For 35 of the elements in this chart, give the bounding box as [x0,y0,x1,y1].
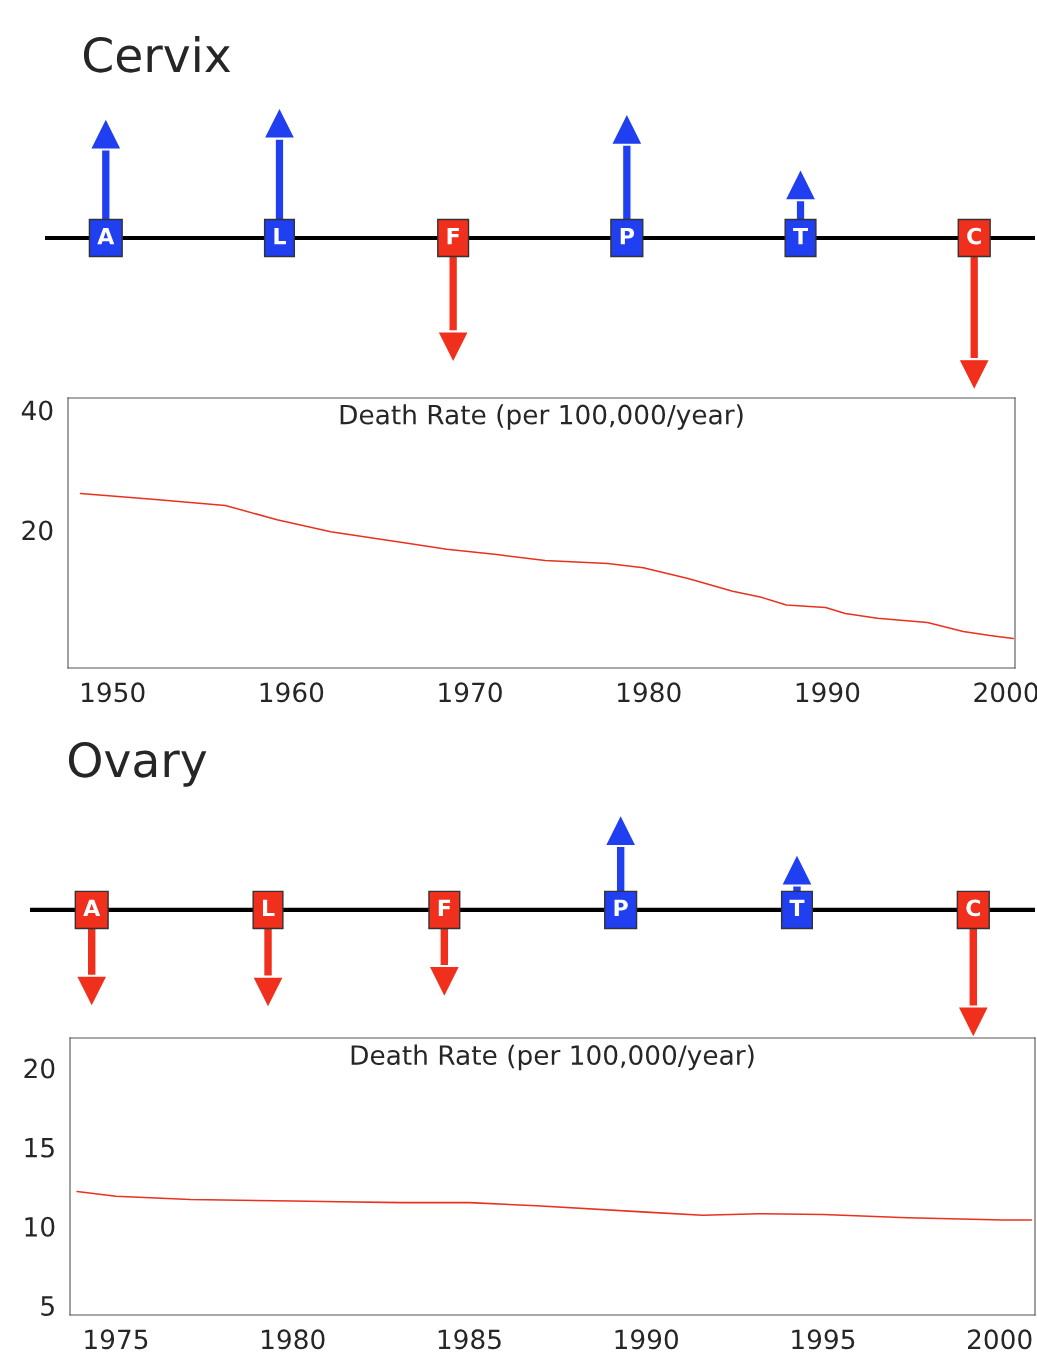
x-tick-label: A [97,227,115,245]
x-tick-label: A [83,899,101,917]
x-tick-label: 1990 [615,1329,678,1350]
x-tick-label: 1970 [439,682,502,703]
y-tick-label: 10 [25,1216,55,1237]
x-tick-label: 2000 [968,1329,1032,1350]
x-tick-label: C [966,899,981,917]
x-tick-label: C [967,227,981,245]
chart-title: Ovary [68,741,207,787]
x-tick-label: 1995 [792,1329,855,1350]
x-tick-label: L [262,899,275,917]
line-series [79,492,1014,640]
x-tick-label: P [614,899,628,917]
chart-title: Cervix [83,36,231,73]
x-tick-label: 1975 [85,1329,148,1350]
x-tick-label: T [793,227,808,245]
x-tick-label: 1985 [438,1329,501,1350]
line-series [76,1190,1033,1221]
x-tick-label: F [447,227,459,245]
y-tick-label: 5 [41,1296,54,1316]
x-tick-label: 2000 [974,682,1037,703]
y-tick-label: 20 [24,1058,55,1079]
x-tick-label: 1980 [618,682,681,703]
chart-title: Death Rate (per 100,000/year) [340,404,743,430]
x-tick-label: 1950 [81,682,145,703]
y-tick-label: 15 [25,1138,54,1158]
x-tick-label: L [274,227,286,245]
x-tick-label: P [620,227,635,245]
chart-title: Death Rate (per 100,000/year) [351,1044,754,1071]
x-tick-label: 1990 [796,682,860,703]
x-tick-label: 1980 [262,1329,325,1350]
x-tick-label: F [438,899,451,917]
y-tick-label: 20 [22,520,53,541]
x-tick-label: 1960 [260,682,324,703]
y-tick-label: 40 [21,400,53,421]
